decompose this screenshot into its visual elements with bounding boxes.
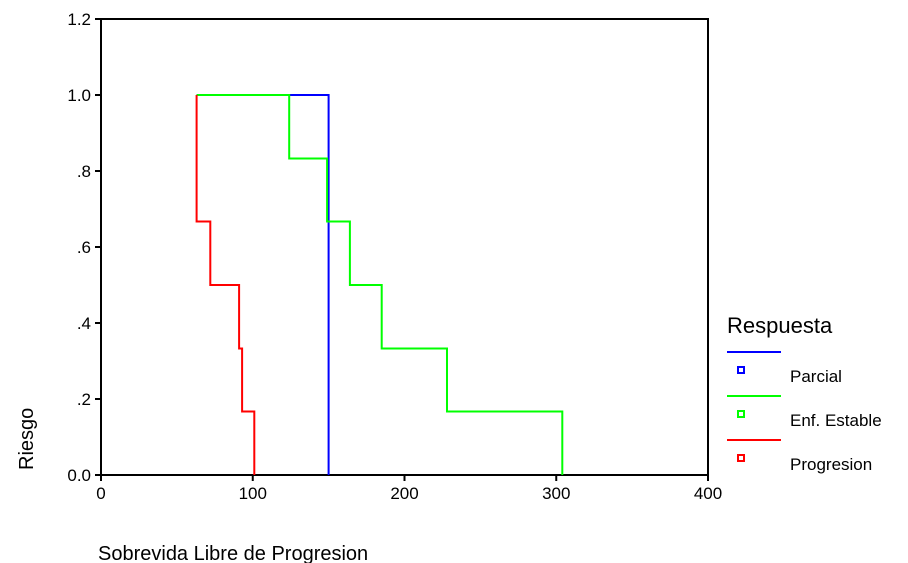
legend-label: Parcial [790, 367, 842, 386]
y-tick-label: .8 [77, 162, 91, 181]
y-axis-title: Riesgo [16, 408, 38, 470]
legend-label: Enf. Estable [790, 411, 882, 430]
series-lines [195, 94, 564, 475]
x-tick-label: 400 [694, 484, 722, 503]
legend-title: Respuesta [727, 313, 833, 338]
legend-marker [737, 454, 745, 462]
plot-border [100, 18, 709, 476]
x-tick-label: 200 [390, 484, 418, 503]
y-tick-label: 1.2 [67, 10, 91, 29]
y-tick-label: .2 [77, 390, 91, 409]
legend: Respuesta Parcial Enf. Estable Progresion [727, 313, 882, 474]
y-tick-label: .6 [77, 238, 91, 257]
series-line-enf-estable [196, 94, 564, 475]
legend-marker [737, 410, 745, 418]
legend-label: Progresion [790, 455, 872, 474]
y-tick-label: .4 [77, 314, 91, 333]
y-tick-label: 1.0 [67, 86, 91, 105]
legend-marker [737, 366, 745, 374]
series-line-progresion [195, 95, 256, 475]
plot-frame [100, 18, 709, 476]
x-tick-label: 100 [239, 484, 267, 503]
y-tick-label: 0.0 [67, 466, 91, 485]
x-axis-title: Sobrevida Libre de Progresion [98, 543, 368, 563]
axis-ticks: 0.0 .2 .4 .6 .8 1.0 1.2 0 100 200 300 400 [67, 10, 722, 503]
x-tick-label: 0 [96, 484, 105, 503]
x-tick-label: 300 [542, 484, 570, 503]
